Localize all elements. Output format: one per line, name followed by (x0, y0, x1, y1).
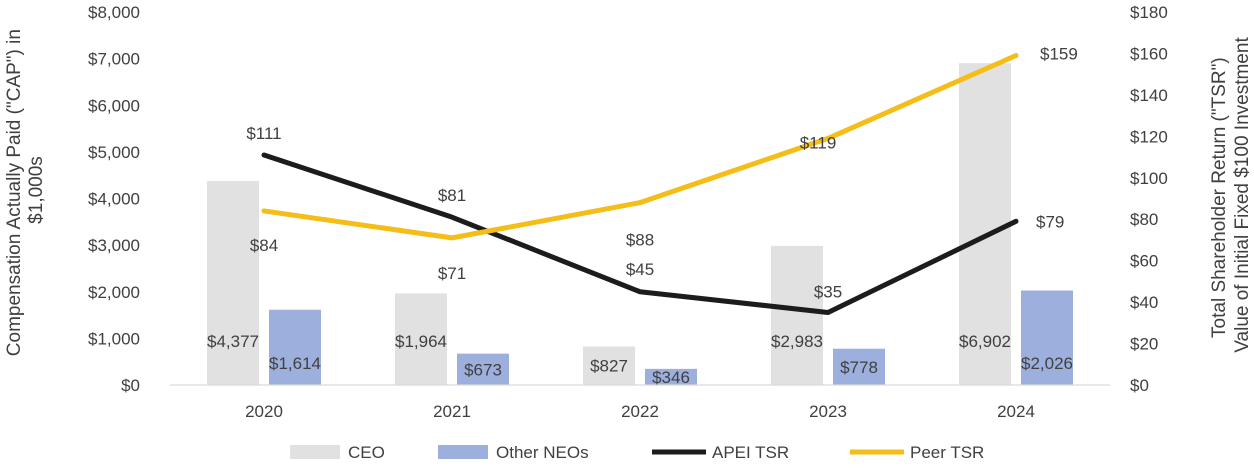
legend-other-neos-label: Other NEOs (496, 443, 589, 462)
right-tick-label: $60 (1130, 252, 1158, 271)
left-tick-label: $7,000 (88, 50, 140, 69)
left-tick-label: $2,000 (88, 283, 140, 302)
line-series-group (261, 53, 1019, 315)
x-tick-label: 2021 (433, 402, 471, 421)
right-tick-label: $160 (1130, 44, 1168, 63)
right-axis-title-line2: Value of Initial Fixed $100 Investment (1232, 37, 1253, 353)
apei-tsr-label: $45 (626, 260, 654, 279)
right-tick-label: $20 (1130, 335, 1158, 354)
legend-ceo-swatch (290, 445, 340, 459)
peer-tsr-label: $71 (438, 264, 466, 283)
ceo-bar-label: $2,983 (771, 332, 823, 351)
legend-other-neos-swatch (438, 445, 488, 459)
x-tick-label: 2024 (997, 402, 1035, 421)
left-tick-label: $8,000 (88, 3, 140, 22)
ceo-bar-label: $1,964 (395, 332, 447, 351)
right-tick-label: $40 (1130, 293, 1158, 312)
ceo-bar (959, 63, 1011, 386)
left-axis-title-line1: Compensation Actually Paid ("CAP") in (4, 29, 25, 356)
right-tick-label: $120 (1130, 127, 1168, 146)
right-tick-label: $180 (1130, 3, 1168, 22)
peer-tsr-label: $88 (626, 231, 654, 250)
left-axis-title-line2: $1,000s (26, 156, 47, 224)
peer-tsr-label: $119 (800, 133, 837, 152)
ceo-bar-label: $827 (590, 357, 628, 376)
left-tick-label: $0 (121, 376, 140, 395)
ceo-bar (395, 293, 447, 385)
right-tick-label: $0 (1130, 376, 1149, 395)
ceo-bar (207, 180, 259, 385)
ceo-bar (583, 346, 635, 385)
x-tick-label: 2020 (245, 402, 283, 421)
apei-tsr-label: $111 (246, 124, 281, 143)
other-neos-bar-label: $346 (652, 368, 690, 387)
left-tick-label: $6,000 (88, 96, 140, 115)
apei-tsr-label: $81 (438, 186, 466, 205)
peer-tsr-label: $159 (1040, 45, 1078, 64)
legend-apei-tsr-label: APEI TSR (712, 443, 789, 462)
other-neos-bar (269, 309, 321, 385)
left-axis: $0 $1,000 $2,000 $3,000 $4,000 $5,000 $6,000 $7… (88, 3, 140, 395)
x-tick-label: 2022 (621, 402, 659, 421)
apei-tsr-label: $79 (1036, 212, 1064, 231)
right-axis: $0 $20 $40 $60 $80 $100 $120 $140 $160 $180 (1130, 3, 1168, 395)
right-axis-title-line1: Total Shareholder Return ("TSR") (1209, 57, 1230, 338)
legend-ceo-label: CEO (348, 443, 385, 462)
right-tick-label: $140 (1130, 86, 1168, 105)
left-tick-label: $4,000 (88, 190, 140, 209)
other-neos-bar-label: $673 (464, 360, 502, 379)
bar-series-group (207, 63, 1073, 386)
x-tick-label: 2023 (809, 402, 847, 421)
legend-peer-tsr-label: Peer TSR (910, 443, 984, 462)
ceo-bar (771, 245, 823, 385)
apei-tsr-label: $35 (814, 282, 842, 301)
other-neos-bar (645, 368, 697, 385)
other-neos-bar (1021, 290, 1073, 385)
ceo-bar-label: $6,902 (959, 332, 1011, 351)
other-neos-bar-label: $2,026 (1021, 354, 1073, 373)
data-labels-group: $4,377 $1,614 $1,964 $673 $827 $346 $2,983 $778… (207, 45, 1078, 387)
ceo-bar-label: $4,377 (207, 332, 259, 351)
left-axis-title: Compensation Actually Paid ("CAP") in $1… (4, 24, 47, 356)
other-neos-bar-label: $1,614 (269, 354, 321, 373)
peer-tsr-line (261, 53, 1019, 241)
right-axis-title: Total Shareholder Return ("TSR") Value o… (1209, 37, 1253, 353)
x-axis: 2020 2021 2022 2023 2024 (245, 402, 1035, 421)
right-tick-label: $100 (1130, 169, 1168, 188)
left-tick-label: $1,000 (88, 329, 140, 348)
left-tick-label: $5,000 (88, 143, 140, 162)
other-neos-bar-label: $778 (840, 358, 878, 377)
right-tick-label: $80 (1130, 210, 1158, 229)
left-tick-label: $3,000 (88, 236, 140, 255)
legend: CEO Other NEOs APEI TSR Peer TSR (290, 443, 984, 462)
other-neos-bar (457, 353, 509, 385)
peer-tsr-label: $84 (250, 236, 278, 255)
other-neos-bar (833, 348, 885, 385)
